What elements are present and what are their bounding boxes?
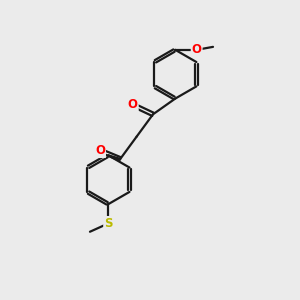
Text: O: O <box>128 98 138 111</box>
Text: O: O <box>192 43 202 56</box>
Text: S: S <box>104 217 112 230</box>
Text: O: O <box>95 144 105 157</box>
